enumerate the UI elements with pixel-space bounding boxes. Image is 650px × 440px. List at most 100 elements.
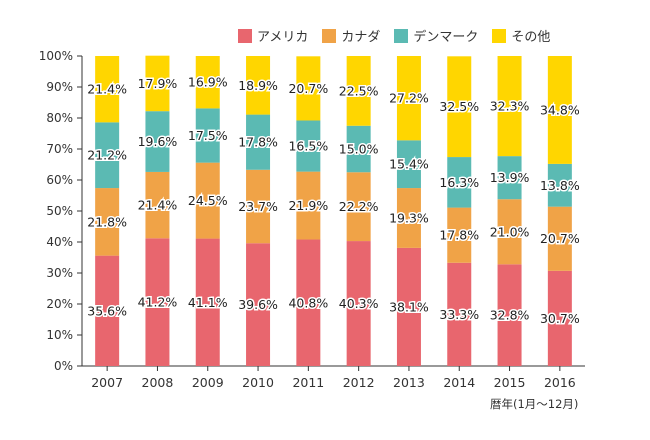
x-tick-label: 2007 [91, 375, 123, 390]
bar-segment [447, 56, 472, 158]
bar-segment [547, 270, 572, 366]
data-label: 17.5% [188, 128, 228, 143]
data-label: 21.9% [288, 198, 328, 213]
legend-item-canada: カナダ [322, 26, 380, 45]
data-label: 13.8% [540, 178, 580, 193]
x-tick-label: 2014 [443, 375, 475, 390]
x-tick-label: 2009 [192, 375, 224, 390]
data-label: 21.2% [87, 148, 127, 163]
bar-segment [396, 140, 421, 189]
legend-label-usa: アメリカ [257, 30, 309, 45]
data-label: 34.8% [540, 102, 580, 117]
y-tick-label: 0% [54, 359, 73, 373]
data-label: 21.4% [138, 198, 178, 213]
bar-segment [246, 56, 271, 115]
data-label: 17.8% [439, 228, 479, 243]
bar-segment [246, 114, 271, 170]
x-tick-label: 2008 [142, 375, 174, 390]
bar-segment [95, 188, 120, 256]
data-label: 21.0% [490, 224, 530, 239]
data-label: 38.1% [389, 299, 429, 314]
legend-label-canada: カナダ [341, 30, 381, 45]
bar-segment [547, 163, 572, 207]
y-tick-label: 30% [46, 266, 73, 280]
data-label: 19.3% [389, 210, 429, 225]
x-axis-note: 暦年(1月～12月) [490, 397, 579, 411]
x-tick-label: 2011 [292, 375, 324, 390]
legend-item-usa: アメリカ [238, 26, 308, 45]
data-label: 16.9% [188, 75, 228, 90]
bar-segment [547, 56, 572, 164]
bar-segment [447, 262, 472, 366]
data-label: 19.6% [138, 134, 178, 149]
data-label: 13.9% [490, 170, 530, 185]
data-label: 39.6% [238, 297, 278, 312]
bar-segment [447, 207, 472, 263]
bar-segment [346, 56, 371, 126]
bar-segment [95, 56, 120, 123]
bar-segment [396, 247, 421, 366]
data-label: 30.7% [540, 311, 580, 326]
y-tick-label: 40% [46, 235, 73, 249]
y-tick-label: 50% [46, 204, 73, 218]
y-tick-label: 80% [46, 111, 73, 125]
data-label: 21.4% [87, 82, 127, 97]
bar-segment [346, 241, 371, 366]
data-label: 16.3% [439, 175, 479, 190]
legend-swatch-denmark [394, 28, 409, 43]
data-label: 17.9% [138, 76, 178, 91]
bar-segment [346, 172, 371, 242]
bar-segment [195, 108, 220, 163]
data-label: 22.5% [339, 83, 379, 98]
bar-segment [296, 56, 321, 121]
data-label: 24.5% [188, 193, 228, 208]
legend-swatch-usa [238, 28, 252, 43]
legend: アメリカ カナダ デンマーク その他 [238, 26, 550, 45]
data-label: 18.9% [238, 78, 278, 93]
legend-item-other: その他 [492, 26, 550, 45]
bar-segment [497, 264, 522, 366]
bar-segment [195, 162, 220, 239]
data-label: 41.1% [188, 295, 228, 310]
bar-segment [195, 238, 220, 366]
data-label: 33.3% [439, 307, 479, 322]
data-label: 32.8% [490, 308, 530, 323]
bar-segment [145, 111, 170, 172]
x-tick-label: 2013 [393, 375, 425, 390]
bar-segment [246, 243, 271, 366]
bar-segment [497, 199, 522, 265]
data-label: 40.3% [339, 296, 379, 311]
y-tick-label: 100% [39, 49, 73, 63]
bar-segment [296, 171, 321, 240]
legend-item-denmark: デンマーク [394, 26, 478, 45]
data-label: 15.0% [339, 142, 379, 157]
data-label: 23.7% [238, 199, 278, 214]
y-tick-label: 20% [46, 297, 73, 311]
data-label: 27.2% [389, 91, 429, 106]
bar-segment [145, 171, 170, 239]
x-tick-label: 2016 [544, 375, 576, 390]
bar-segment [346, 125, 371, 173]
bar-segment [497, 56, 522, 157]
bar-segment [145, 55, 170, 112]
data-label: 32.5% [439, 99, 479, 114]
data-label: 21.8% [87, 214, 127, 229]
data-label: 41.2% [138, 295, 178, 310]
y-tick-label: 70% [46, 142, 73, 156]
bar-segment [195, 56, 220, 109]
data-label: 35.6% [87, 303, 127, 318]
data-label: 16.5% [288, 139, 328, 154]
bar-segment [296, 239, 321, 366]
data-label: 20.7% [540, 231, 580, 246]
y-tick-label: 10% [46, 328, 73, 342]
data-label: 32.3% [490, 99, 530, 114]
bar-segment [296, 120, 321, 172]
bar-segment [547, 206, 572, 271]
bar-segment [246, 169, 271, 244]
data-label: 40.8% [288, 295, 328, 310]
bar-segment [497, 156, 522, 200]
bar-segment [396, 56, 421, 141]
bar-segment [447, 157, 472, 208]
data-label: 22.2% [339, 199, 379, 214]
y-tick-label: 60% [46, 173, 73, 187]
